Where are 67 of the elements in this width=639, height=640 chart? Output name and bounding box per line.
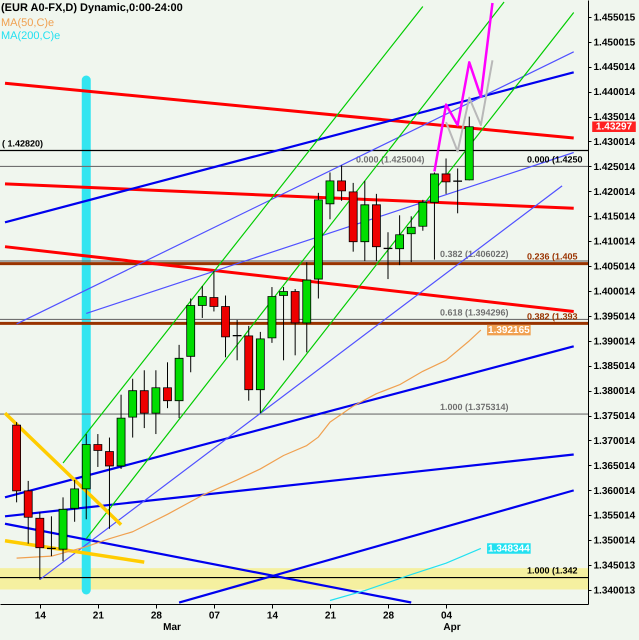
x-tick-label: 04: [440, 610, 453, 622]
text: MA(200,C)e: [1, 30, 60, 42]
x-tick-label: 14: [266, 610, 278, 622]
y-tick-label: 1.455015: [594, 12, 636, 24]
y-tick-label: 1.375014: [594, 411, 636, 422]
text: Apr: [443, 622, 461, 633]
y-tick-label: 1.390014: [594, 336, 636, 348]
y-tick-label: 1.410014: [594, 236, 636, 248]
ref-line-label: 0.382 (1.393: [527, 311, 578, 322]
data-label: 1.392165: [488, 325, 530, 336]
annotation: 0.000 (1.4250: [527, 154, 583, 164]
candlestick: [453, 168, 462, 214]
candlestick: [198, 286, 207, 318]
chart-title: (EUR A0-FX,D) Dynamic,0:00-24:00: [1, 2, 183, 14]
y-tick-label: 1.400014: [594, 286, 636, 298]
candlestick: [406, 216, 416, 263]
ref-line-label: 0.236 (1.405: [527, 252, 578, 262]
x-tick-label: 21: [92, 610, 104, 622]
y-tick-label: 1.415014: [594, 212, 636, 223]
y-tick-label: 1.435014: [594, 112, 636, 124]
ref-line-label: 1.000 (1.375314): [440, 402, 509, 412]
y-tick-label: 1.345013: [594, 560, 636, 572]
text: Mar: [163, 622, 181, 633]
y-tick-label: 1.365014: [594, 460, 636, 472]
x-tick-label: 28: [382, 610, 395, 622]
y-tick-label: 1.450015: [594, 37, 636, 48]
data-label: 1.348344: [488, 543, 530, 554]
line-series: [445, 59, 494, 152]
line-series: [433, 2, 494, 173]
line-series: [329, 548, 482, 602]
candlestick: [418, 199, 428, 232]
y-tick-label: 1.395014: [594, 311, 636, 322]
y-tick-label: 1.405014: [594, 262, 636, 273]
ref-line-label: 0.000 (1.425004): [356, 154, 425, 164]
candlestick: [442, 158, 450, 194]
y-tick-label: 1.385014: [594, 361, 636, 372]
y-tick-label: 1.430014: [594, 136, 636, 148]
y-tick-label: 1.425014: [594, 162, 636, 173]
y-tick-label: 1.350014: [594, 536, 636, 547]
text: MA(50,C)e: [1, 17, 54, 29]
x-tick-label: 28: [150, 610, 162, 622]
candlestick: [105, 437, 114, 530]
ref-line-label: 1.000 (1.342: [527, 566, 578, 576]
y-tick-label: 1.380014: [594, 386, 636, 398]
candlestick: [395, 214, 404, 266]
candlestick: [70, 479, 80, 522]
candlestick: [326, 172, 334, 220]
y-tick-label: 1.440014: [594, 87, 636, 98]
candlestick: [93, 434, 102, 468]
ref-line-label: 0.618 (1.394296): [440, 307, 509, 318]
candlestick: [210, 270, 218, 312]
candlestick: [279, 286, 288, 361]
y-tick-label: 1.360014: [594, 486, 636, 497]
text: 1.43297: [596, 122, 632, 133]
y-tick-label: 1.355014: [594, 510, 636, 522]
x-tick-label: 14: [34, 610, 46, 622]
y-tick-label: 1.340013: [594, 585, 636, 596]
candlestick: [140, 370, 149, 429]
x-tick-label: 21: [324, 610, 336, 622]
candlestick: [163, 362, 172, 409]
x-tick-label: 07: [208, 610, 220, 622]
y-tick-label: 1.420014: [594, 186, 636, 198]
candlestick: [337, 164, 346, 202]
y-tick-label: 1.445014: [594, 62, 636, 74]
y-tick-label: 1.370014: [594, 436, 636, 447]
candlestick: [232, 319, 242, 361]
ref-line-label: ( 1.42820): [2, 138, 44, 148]
